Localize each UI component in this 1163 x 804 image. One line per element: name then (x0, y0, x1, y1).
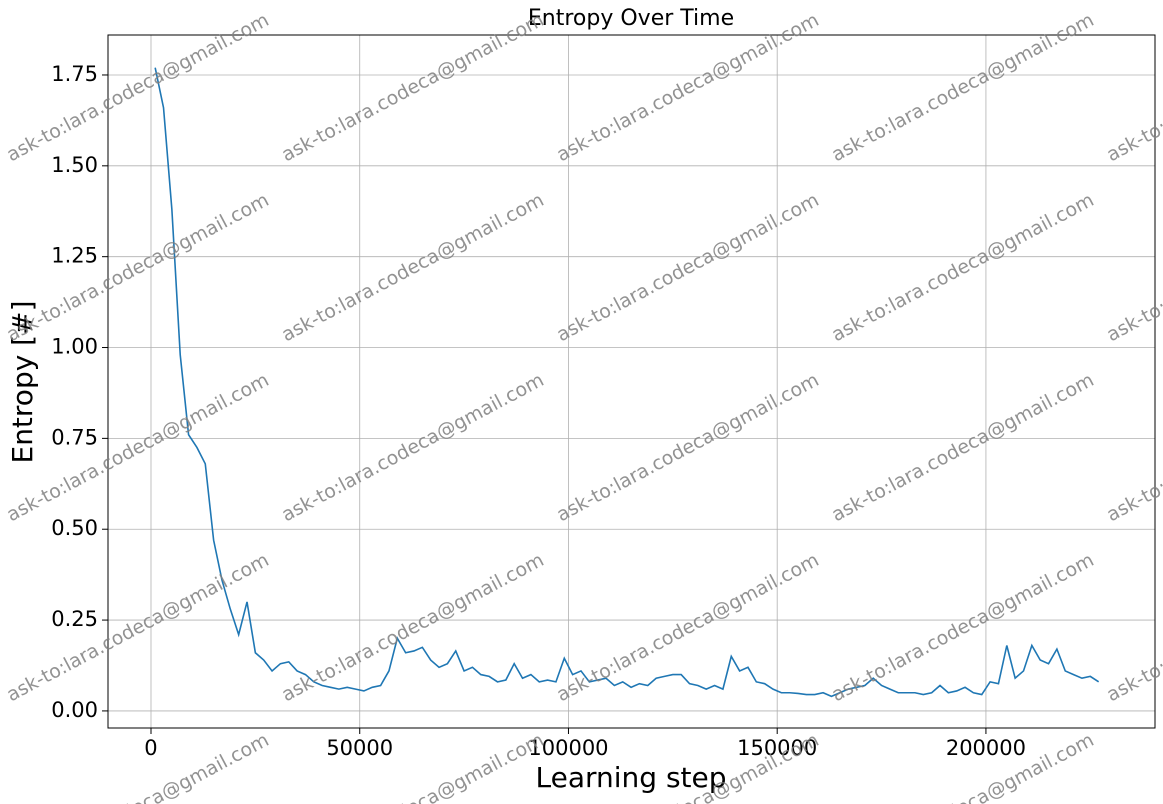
watermark: ask-to:lara.codeca@gmail.com (3, 9, 273, 166)
watermark: ask-to:lara.codeca@gmail.com (278, 9, 548, 166)
x-tick-label: 150000 (737, 736, 817, 760)
watermark: ask-to:lara.codeca@gmail.com (278, 189, 548, 346)
y-tick-label: 0.00 (51, 698, 98, 722)
x-tick-label: 200000 (946, 736, 1026, 760)
watermark: ask-to:lara.codeca@gmail.com (828, 549, 1098, 706)
watermark: ask-to:lara.codeca@gmail.com (1103, 549, 1163, 706)
y-tick-label: 0.25 (51, 607, 98, 631)
x-tick-label: 50000 (326, 736, 393, 760)
y-tick-label: 1.25 (51, 244, 98, 268)
watermark: ask-to:lara.codeca@gmail.com (278, 729, 548, 804)
y-tick-label: 1.75 (51, 62, 98, 86)
watermark: ask-to:lara.codeca@gmail.com (3, 549, 273, 706)
watermark: ask-to:lara.codeca@gmail.com (1103, 369, 1163, 526)
watermark: ask-to:lara.codeca@gmail.com (553, 9, 823, 166)
watermark: ask-to:lara.codeca@gmail.com (828, 369, 1098, 526)
x-tick-label: 0 (144, 736, 157, 760)
watermark: ask-to:lara.codeca@gmail.com (3, 729, 273, 804)
y-axis-label: Entropy [#] (6, 301, 39, 464)
watermark: ask-to:lara.codeca@gmail.com (1103, 9, 1163, 166)
data-line (154, 67, 1100, 698)
watermark: ask-to:lara.codeca@gmail.com (553, 369, 823, 526)
watermark: ask-to:lara.codeca@gmail.com (278, 369, 548, 526)
y-tick-label: 0.50 (51, 516, 98, 540)
watermark: ask-to:lara.codeca@gmail.com (1103, 729, 1163, 804)
watermark: ask-to:lara.codeca@gmail.com (828, 189, 1098, 346)
plot-frame (107, 34, 1156, 729)
x-axis-label: Learning step (535, 761, 726, 794)
watermark: ask-to:lara.codeca@gmail.com (3, 369, 273, 526)
y-tick-label: 1.00 (51, 335, 98, 359)
x-tick-label: 100000 (528, 736, 608, 760)
watermark: ask-to:lara.codeca@gmail.com (278, 549, 548, 706)
watermark: ask-to:lara.codeca@gmail.com (1103, 189, 1163, 346)
y-tick-label: 1.50 (51, 153, 98, 177)
chart-title: Entropy Over Time (528, 6, 734, 31)
watermark: ask-to:lara.codeca@gmail.com (828, 9, 1098, 166)
watermark: ask-to:lara.codeca@gmail.com (553, 189, 823, 346)
y-tick-label: 0.75 (51, 425, 98, 449)
watermark: ask-to:lara.codeca@gmail.com (3, 189, 273, 346)
